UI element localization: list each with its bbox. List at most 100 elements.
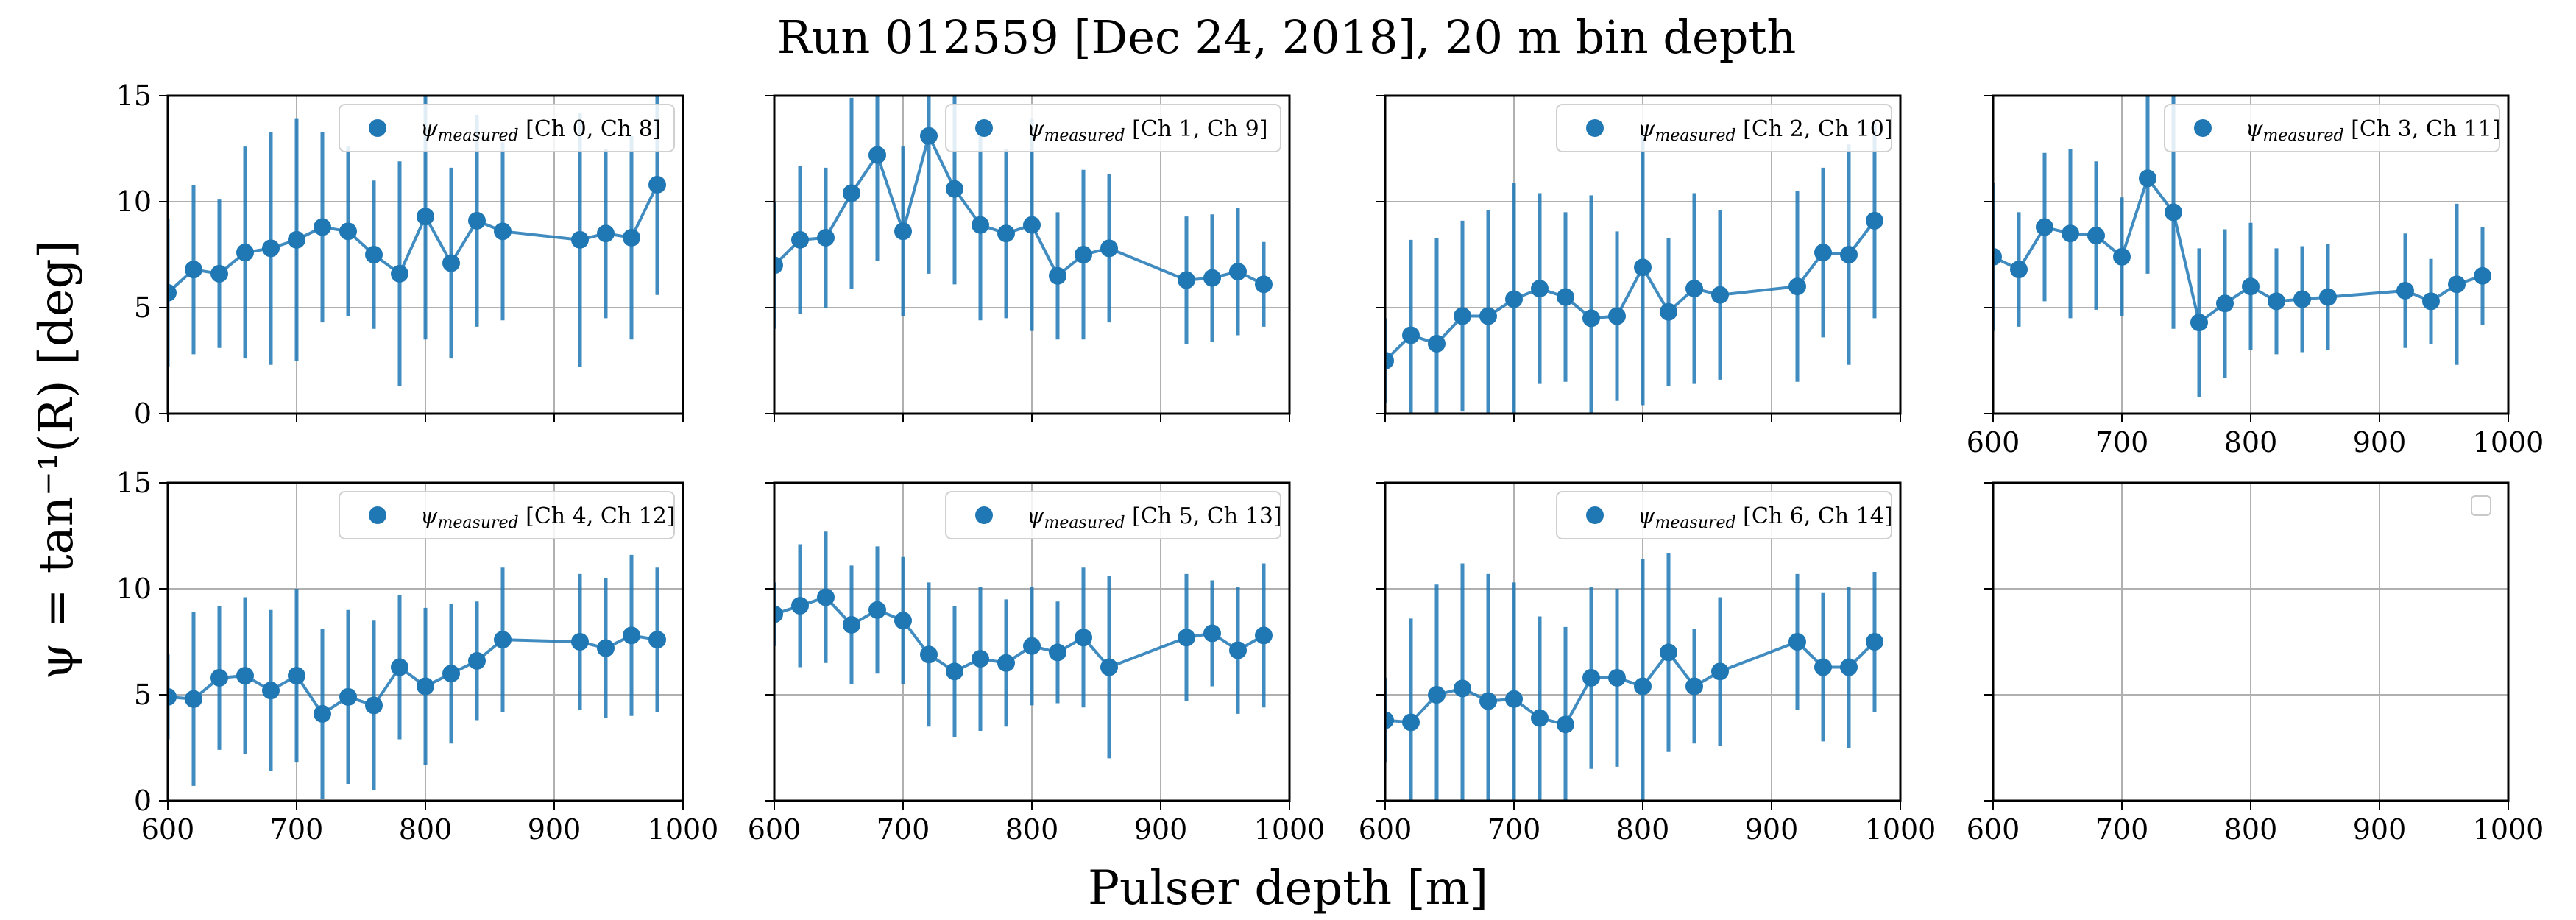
legend: ψmeasured [Ch 2, Ch 10] xyxy=(1556,104,1893,152)
legend-symbol: ψ xyxy=(1027,116,1044,142)
data-point xyxy=(2036,218,2053,236)
panel-3: ψmeasured [Ch 2, Ch 10] xyxy=(1376,94,1902,422)
data-point xyxy=(648,175,666,194)
x-tick-label: 800 xyxy=(399,813,453,846)
legend: ψmeasured [Ch 4, Ch 12] xyxy=(339,491,676,539)
data-point xyxy=(442,254,460,272)
data-point xyxy=(868,146,886,164)
legend-marker xyxy=(1586,506,1604,524)
data-point xyxy=(2010,261,2028,279)
data-point xyxy=(468,211,486,230)
data-point xyxy=(1608,668,1626,687)
data-point xyxy=(2165,203,2182,222)
x-tick-label: 600 xyxy=(141,813,195,846)
data-point xyxy=(1385,352,1394,369)
x-tick-label: 900 xyxy=(1745,813,1799,846)
panel-7: 600 700 800 900 1000 ψmeasured [Ch 6, Ch 14] xyxy=(1359,481,1936,846)
legend: ψmeasured [Ch 5, Ch 13] xyxy=(945,491,1282,539)
axes-frame xyxy=(166,94,684,415)
data-point xyxy=(1454,679,1471,698)
x-tick-label: 800 xyxy=(1005,813,1059,846)
data-point xyxy=(597,224,615,243)
data-point xyxy=(1840,246,1858,263)
data-point xyxy=(442,665,460,683)
y-tick-label: 10 xyxy=(116,185,152,218)
data-point xyxy=(2474,266,2491,285)
data-point xyxy=(894,222,912,241)
legend-box xyxy=(339,104,675,152)
data-point xyxy=(774,605,783,623)
data-point xyxy=(946,180,963,198)
data-point xyxy=(1178,629,1195,647)
legend-channels: [Ch 0, Ch 8] xyxy=(519,116,662,142)
panel-2: ψmeasured [Ch 1, Ch 9] xyxy=(765,94,1291,422)
data-point xyxy=(1229,263,1247,281)
x-tick-label: 600 xyxy=(1359,813,1412,846)
data-point xyxy=(168,687,177,706)
data-point xyxy=(1023,637,1041,655)
data-point xyxy=(185,261,202,279)
data-point xyxy=(2216,294,2234,313)
legend-box xyxy=(2164,104,2500,152)
data-point xyxy=(571,633,589,651)
data-point xyxy=(1203,624,1221,643)
legend-label: ψmeasured [Ch 4, Ch 12] xyxy=(420,503,676,532)
x-tick-label: 800 xyxy=(2224,426,2278,459)
data-point xyxy=(1582,668,1600,687)
legend-subscript: measured xyxy=(1044,514,1125,532)
data-point xyxy=(2190,314,2208,332)
data-point xyxy=(1711,662,1729,681)
data-point xyxy=(1100,658,1118,676)
data-point xyxy=(817,588,835,606)
data-point xyxy=(1660,302,1677,321)
data-point xyxy=(1608,307,1626,325)
axes-frame xyxy=(1384,481,1902,802)
data-point xyxy=(391,658,408,676)
data-point xyxy=(2087,227,2105,245)
legend-marker xyxy=(975,506,993,524)
legend-label: ψmeasured [Ch 6, Ch 14] xyxy=(1638,503,1893,532)
legend-label: ψmeasured [Ch 2, Ch 10] xyxy=(1638,116,1893,145)
figure-xlabel: Pulser depth [m] xyxy=(1088,861,1488,916)
data-point xyxy=(2396,281,2414,300)
data-point xyxy=(1178,271,1195,289)
data-point xyxy=(1203,269,1221,287)
panel-1: 0 5 10 15 ψmeasured [Ch 0, Ch 8] xyxy=(116,79,684,430)
data-point xyxy=(1531,280,1549,298)
empty-legend-box xyxy=(2471,495,2491,516)
legend-channels: [Ch 1, Ch 9] xyxy=(1125,116,1268,142)
y-tick-label: 5 xyxy=(134,679,152,711)
data-point xyxy=(1711,286,1729,304)
legend-subscript: measured xyxy=(2263,127,2344,145)
data-point xyxy=(1582,309,1600,328)
data-point xyxy=(791,230,809,249)
data-point xyxy=(774,256,783,275)
data-point xyxy=(1993,247,2002,266)
legend-box xyxy=(945,491,1281,539)
data-point xyxy=(1100,239,1118,258)
axes-frame xyxy=(773,94,1291,415)
data-point xyxy=(2139,169,2156,188)
data-point xyxy=(2062,224,2079,243)
data-point xyxy=(2319,288,2337,306)
data-point xyxy=(1531,709,1549,727)
axes-frame xyxy=(773,481,1291,802)
legend-marker xyxy=(369,506,386,524)
data-point xyxy=(623,228,640,247)
x-tick-label: 700 xyxy=(2095,813,2149,846)
data-point xyxy=(1557,715,1574,734)
x-tick-label: 900 xyxy=(2353,813,2407,846)
series-group xyxy=(1385,553,1883,801)
data-point xyxy=(2268,292,2285,311)
legend-box xyxy=(339,491,675,539)
panel-6: 600 700 800 900 1000 ψmeasured [Ch 5, Ch 13] xyxy=(748,481,1325,846)
legend-channels: [Ch 6, Ch 14] xyxy=(1736,503,1893,529)
legend-channels: [Ch 3, Ch 11] xyxy=(2344,116,2501,142)
y-tick-label: 10 xyxy=(116,573,152,605)
legend-subscript: measured xyxy=(438,514,519,532)
data-point xyxy=(168,283,177,302)
legend-label: ψmeasured [Ch 1, Ch 9] xyxy=(1027,116,1267,145)
axes-frame xyxy=(1992,94,2510,415)
data-point xyxy=(365,696,383,715)
